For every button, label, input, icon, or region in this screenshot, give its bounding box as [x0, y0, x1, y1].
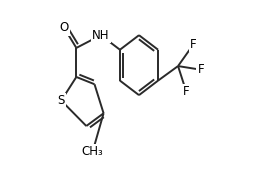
Text: F: F [190, 38, 197, 51]
Text: F: F [197, 63, 204, 76]
Text: CH₃: CH₃ [82, 145, 104, 158]
Text: O: O [59, 21, 69, 34]
Text: F: F [183, 85, 190, 98]
Text: S: S [58, 94, 65, 107]
Text: NH: NH [92, 29, 110, 42]
